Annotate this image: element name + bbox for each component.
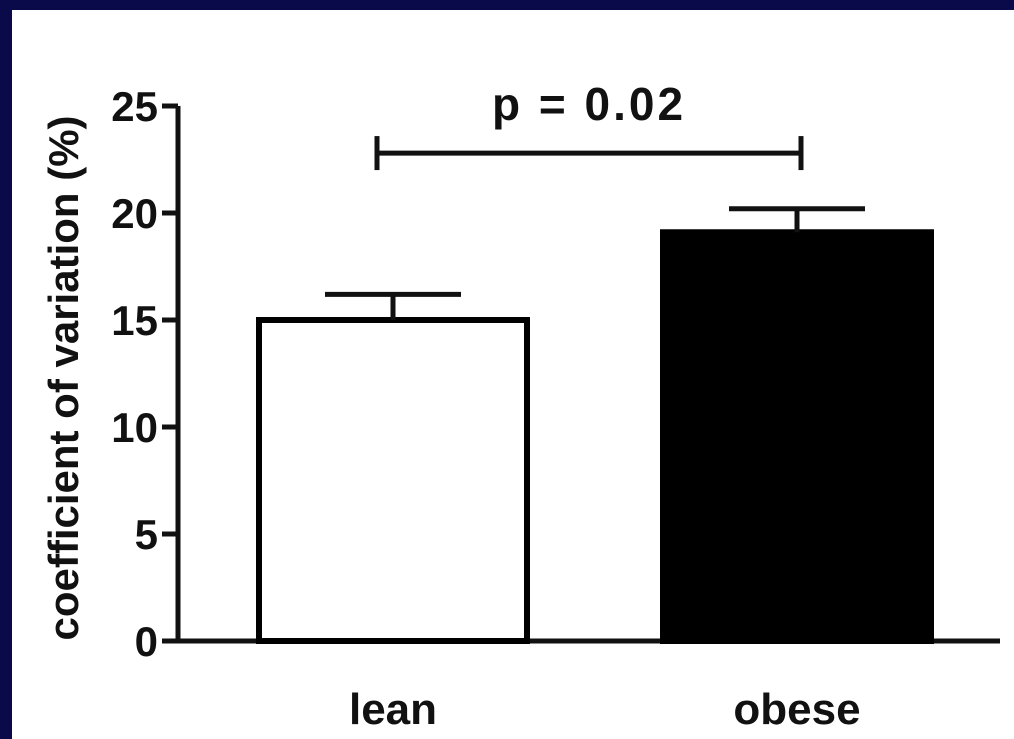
bar-chart: 0 5 10 15 20 25 lean obese p = 0.02 coefficien… [40,78,1000,734]
error-bars [325,206,865,320]
x-tick-label-lean: lean [349,685,437,734]
y-tick-label: 0 [135,618,158,665]
chart-panel: 0 5 10 15 20 25 lean obese p = 0.02 coefficien… [12,10,1014,739]
bars [256,229,934,644]
bar-obese [660,229,934,644]
y-tick-label: 10 [111,404,158,451]
y-tick-label: 15 [111,297,158,344]
y-tick-label: 20 [111,190,158,237]
x-tick-labels: lean obese [349,685,861,734]
y-axis-label: coefficient of variation (%) [40,115,87,640]
p-value-label: p = 0.02 [492,78,686,130]
y-tick-label: 5 [135,511,158,558]
y-ticks: 0 5 10 15 20 25 [111,83,178,665]
x-tick-label-obese: obese [733,685,860,734]
bar-lean [256,317,530,644]
significance-annotation: p = 0.02 [374,78,804,171]
y-tick-label: 25 [111,83,158,130]
